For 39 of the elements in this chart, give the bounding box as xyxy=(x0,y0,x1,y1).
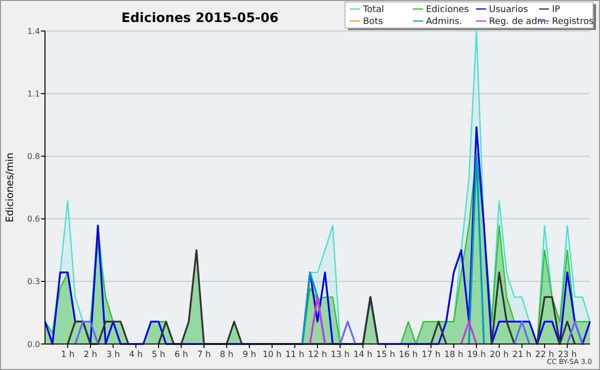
x-tick-label: 9 h xyxy=(242,350,256,360)
legend-label: IP xyxy=(552,5,561,16)
chart-title: Ediciones 2015-05-06 xyxy=(121,11,279,26)
x-tick-label: 20 h xyxy=(490,350,509,360)
x-tick-label: 4 h xyxy=(129,350,143,360)
legend-label: Ediciones xyxy=(426,5,470,16)
x-tick-label: 16 h xyxy=(398,350,418,360)
legend-label: Admins. xyxy=(426,17,462,28)
x-tick-label: 22 h xyxy=(535,350,554,360)
x-tick-label: 6 h xyxy=(174,350,188,360)
x-tick-label: 14 h xyxy=(353,350,372,360)
y-axis-title: Ediciones/min xyxy=(5,152,16,222)
x-tick-label: 19 h xyxy=(467,350,486,360)
legend-label: Usuarios xyxy=(489,5,528,16)
x-tick-label: 12 h xyxy=(308,350,327,360)
x-tick-label: 1 h xyxy=(60,350,74,360)
x-tick-label: 13 h xyxy=(330,350,350,360)
x-tick-label: 11 h xyxy=(285,350,304,360)
legend-label: Reg. de adm. xyxy=(489,17,549,28)
y-tick-label: 0.3 xyxy=(27,277,40,286)
x-tick-label: 7 h xyxy=(197,350,211,360)
x-tick-label: 8 h xyxy=(220,350,234,360)
y-tick-label: 1.4 xyxy=(27,26,40,36)
x-tick-label: 5 h xyxy=(152,350,166,360)
legend-label: Total xyxy=(362,5,384,16)
x-tick-label: 21 h xyxy=(512,350,532,360)
x-tick-label: 23 h xyxy=(558,350,577,360)
x-tick-label: 18 h xyxy=(444,350,464,360)
x-tick-label: 17 h xyxy=(422,350,440,360)
legend-label: Registros xyxy=(552,17,594,28)
legend-label: Bots xyxy=(363,17,384,28)
y-tick-label: 0.6 xyxy=(27,214,40,224)
x-tick-label: 15 h xyxy=(376,350,396,360)
y-tick-label: 0.0 xyxy=(27,340,40,349)
x-tick-label: 10 h xyxy=(262,350,282,360)
y-tick-label: 0.8 xyxy=(27,152,40,161)
x-tick-label: 2 h xyxy=(84,350,98,360)
x-tick-label: 3 h xyxy=(106,350,120,360)
y-tick-label: 1.1 xyxy=(27,89,40,98)
